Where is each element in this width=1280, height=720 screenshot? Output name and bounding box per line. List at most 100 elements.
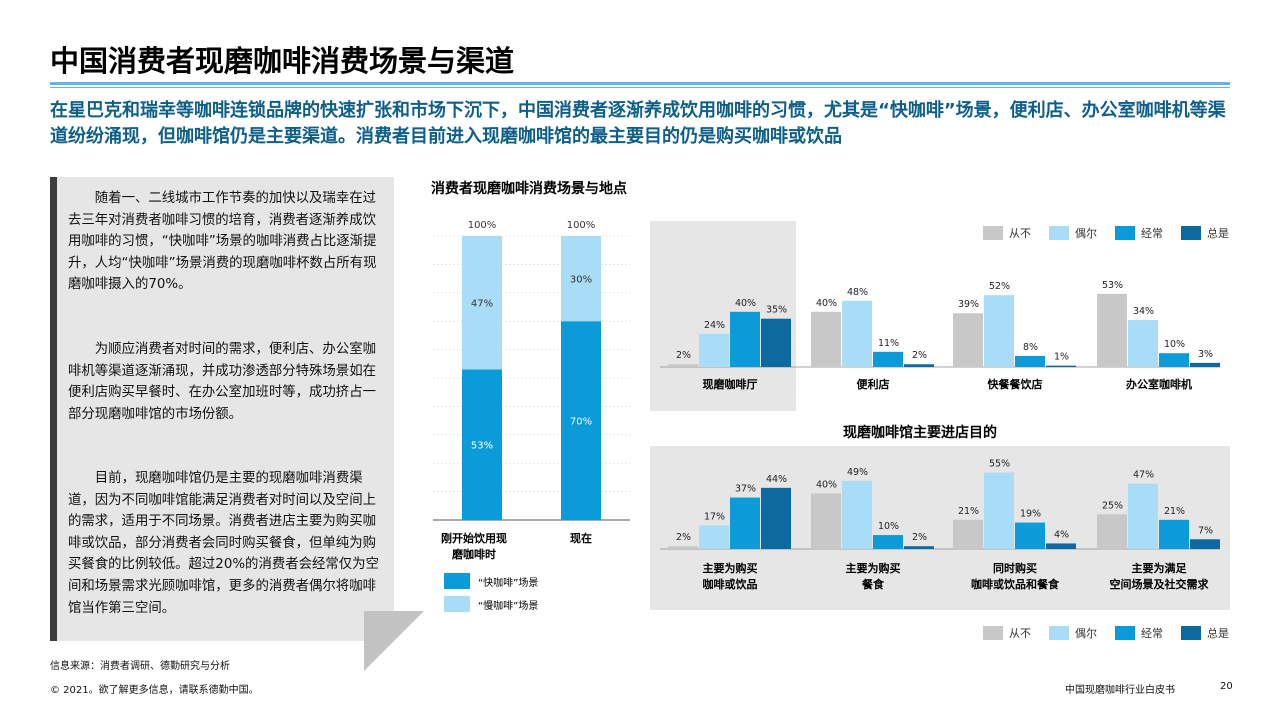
- page-fold-corner: [364, 611, 424, 671]
- legend-often-2: 经常: [1115, 625, 1163, 641]
- category-label-cont: 餐食: [861, 577, 885, 591]
- bar-value-label: 2%: [912, 532, 927, 543]
- bar: [904, 364, 934, 367]
- total-label: 100%: [567, 220, 596, 231]
- bar-value-label: 47%: [1133, 470, 1154, 481]
- bar-value-label: 39%: [958, 299, 979, 310]
- bar: [1097, 293, 1127, 367]
- category-label: 主要为购买: [703, 561, 758, 575]
- legend-fast-coffee: “快咖啡”场景: [444, 573, 538, 589]
- bar: [668, 364, 698, 367]
- category-label-cont: 空间场景及社交需求: [1110, 577, 1210, 591]
- legend-swatch-never: [983, 226, 1003, 240]
- bar-value-label: 52%: [989, 281, 1010, 292]
- bar: [761, 487, 791, 549]
- bar-value-label: 10%: [878, 521, 899, 532]
- bar-value-label: 19%: [1020, 509, 1041, 520]
- legend-label-often: 经常: [1141, 227, 1163, 240]
- legend-never-2: 从不: [983, 625, 1031, 641]
- category-label: 现在: [570, 531, 592, 545]
- bar: [811, 493, 841, 549]
- bar: [1159, 519, 1189, 549]
- legend-swatch-sometimes-2: [1049, 626, 1069, 640]
- bar: [984, 472, 1014, 549]
- bar: [730, 497, 760, 549]
- legend-often: 经常: [1115, 225, 1163, 241]
- segment-label: 70%: [570, 417, 592, 428]
- legend-swatch-often: [1115, 226, 1135, 240]
- copyright: © 2021。欲了解更多信息，请联系德勤中国。: [50, 685, 259, 696]
- channel-frequency-chart: 2% 24% 40% 35% 现磨咖啡厅 40% 48% 11% 2% 便利店 39% 52% 8% 1%…: [660, 280, 1220, 391]
- title-rule-thin: [50, 87, 1230, 88]
- bar-value-label: 1%: [1054, 352, 1069, 363]
- bar: [1159, 353, 1189, 367]
- legend-swatch-slow: [444, 596, 470, 612]
- purpose-chart-title: 现磨咖啡馆主要进店目的: [843, 425, 997, 441]
- category-label: 现磨咖啡厅: [703, 377, 758, 391]
- bar-value-label: 2%: [676, 532, 691, 543]
- bar-value-label: 35%: [766, 305, 787, 316]
- bar: [904, 546, 934, 549]
- legend-swatch-sometimes: [1049, 226, 1069, 240]
- bar-value-label: 2%: [676, 350, 691, 361]
- segment-label: 47%: [471, 299, 493, 310]
- legend-label-fast: “快咖啡”场景: [478, 577, 539, 589]
- legend-label-sometimes: 偶尔: [1075, 227, 1097, 240]
- total-label: 100%: [468, 220, 497, 231]
- bar: [842, 300, 872, 367]
- bar: [873, 535, 903, 549]
- bar-segment: [462, 236, 502, 370]
- bar-segment: [561, 236, 601, 322]
- bar: [1046, 543, 1076, 549]
- legend-bottom: 从不 偶尔 经常 总是: [983, 625, 1247, 641]
- bar: [1190, 362, 1220, 367]
- legend-label-slow: “慢咖啡”场景: [478, 600, 539, 612]
- sidebar-paragraph-2: 为顺应消费者对时间的需求，便利店、办公室咖啡机等渠道逐渐涌现，并成功渗透部分特殊…: [68, 342, 376, 422]
- bar-segment: [561, 321, 601, 520]
- bar: [953, 519, 983, 549]
- stacked-chart-title: 消费者现磨咖啡消费场景与地点: [431, 181, 627, 197]
- bar-value-label: 17%: [704, 511, 725, 522]
- bar-value-label: 44%: [766, 474, 787, 485]
- category-label-cont: 咖啡或饮品和餐食: [971, 577, 1060, 591]
- bar: [953, 313, 983, 367]
- category-label: 刚开始饮用现: [441, 531, 507, 545]
- bar: [1097, 514, 1127, 549]
- bar: [1190, 539, 1220, 549]
- legend-sometimes: 偶尔: [1049, 225, 1097, 241]
- title-rule: [50, 82, 1230, 85]
- legend-top: 从不 偶尔 经常 总是: [983, 225, 1247, 241]
- legend-swatch-always-2: [1181, 626, 1201, 640]
- bar: [811, 311, 841, 367]
- bar-value-label: 4%: [1054, 529, 1069, 540]
- bar-value-label: 37%: [735, 484, 756, 495]
- legend-label-always-2: 总是: [1207, 627, 1229, 640]
- source-note: 信息来源：消费者调研、德勤研究与分析: [50, 661, 230, 672]
- bar-value-label: 10%: [1164, 339, 1185, 350]
- sidebar-paragraph-3: 目前，现磨咖啡馆仍是主要的现磨咖啡消费渠道，因为不同咖啡馆能满足消费者对时间以及…: [68, 471, 379, 616]
- bar: [1046, 365, 1076, 367]
- category-label-cont: 磨咖啡时: [451, 547, 496, 561]
- bar: [699, 333, 729, 367]
- category-label: 同时购买: [993, 561, 1037, 575]
- legend-label-often-2: 经常: [1141, 627, 1163, 640]
- bar: [873, 351, 903, 367]
- segment-label: 53%: [471, 441, 493, 452]
- page-title: 中国消费者现磨咖啡消费场景与渠道: [50, 44, 515, 78]
- lead-text: 在星巴克和瑞幸等咖啡连锁品牌的快速扩张和市场下沉下，中国消费者逐渐养成饮用咖啡的…: [50, 100, 1226, 147]
- bar-value-label: 2%: [912, 350, 927, 361]
- category-label: 快餐餐饮店: [987, 377, 1043, 391]
- legend-label-never: 从不: [1009, 227, 1031, 240]
- document-name: 中国现磨咖啡行业白皮书: [1065, 685, 1175, 696]
- bar-value-label: 40%: [816, 298, 837, 309]
- category-label: 办公室咖啡机: [1126, 377, 1192, 391]
- sidebar-accent-bar: [50, 177, 57, 641]
- category-label: 主要为购买: [846, 561, 901, 575]
- bar: [668, 546, 698, 549]
- legend-always-2: 总是: [1181, 625, 1229, 641]
- bar-value-label: 8%: [1023, 342, 1038, 353]
- bar: [761, 318, 791, 367]
- legend-slow-coffee: “慢咖啡”场景: [444, 596, 538, 612]
- bar: [1015, 522, 1045, 549]
- bar-segment: [462, 369, 502, 520]
